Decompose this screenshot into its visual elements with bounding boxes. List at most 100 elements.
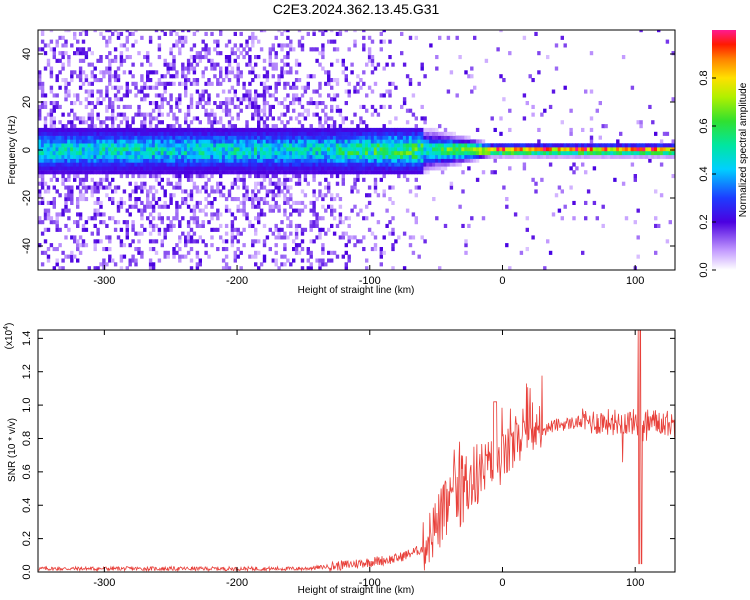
spectrogram-cell [309, 135, 313, 140]
spectrogram-cell [160, 154, 164, 159]
spectrogram-cell [230, 220, 235, 225]
spectrogram-cell [216, 93, 220, 98]
spectrogram-cell [318, 189, 322, 194]
spectrogram-cell [40, 220, 45, 225]
spectrogram-cell [306, 250, 310, 255]
spectrogram-cell [99, 131, 103, 136]
spectrogram-cell [227, 108, 232, 113]
spectrogram-cell [239, 31, 243, 36]
spectrogram-cell [306, 170, 310, 175]
spectrogram-cell [189, 193, 194, 198]
spectrogram-cell [312, 101, 316, 106]
spectrogram-cell [312, 147, 316, 152]
spectrogram-cell [169, 30, 173, 33]
spectrogram-cell [154, 239, 159, 244]
spectrogram-cell [531, 143, 535, 148]
spectrogram-cell [137, 147, 141, 152]
spectrogram-cell [265, 174, 270, 179]
spectrogram-cell [344, 127, 348, 132]
spectrogram-cell [268, 204, 272, 209]
spectrogram-cell [402, 151, 407, 156]
spectrogram-cell [283, 254, 287, 259]
spectrogram-cell [186, 154, 191, 159]
spectrogram-cell [543, 147, 547, 152]
spectrogram-cell [297, 208, 302, 213]
spectrogram-cell [181, 43, 185, 48]
spectrogram-cell [356, 124, 360, 129]
spectrogram-cell [46, 200, 51, 205]
spectrogram-cell [300, 104, 305, 109]
spectrogram-cell [163, 62, 167, 67]
spectrogram-cell [254, 135, 258, 140]
spectrogram-cell [140, 250, 144, 255]
spectrogram-cell [294, 181, 299, 186]
spectrogram-cell [64, 254, 68, 259]
spectrogram-cell [289, 151, 293, 156]
spectrogram-cell [546, 154, 550, 159]
spectrogram-cell [201, 151, 205, 156]
spectrogram-cell [391, 158, 395, 163]
spectrogram-cell [481, 139, 486, 144]
spectrogram-cell [268, 158, 272, 163]
spectrogram-cell [327, 204, 331, 209]
spectrogram-cell [315, 131, 319, 136]
spectrogram-cell [178, 143, 182, 148]
spectrogram-cell [96, 78, 100, 83]
spectrogram-cell [189, 104, 194, 109]
spectrogram-cell [105, 166, 109, 171]
spectrogram-cell [163, 97, 167, 102]
spectrogram-cell [38, 189, 42, 194]
spectrogram-cell [61, 51, 65, 56]
spectrogram-cell [58, 154, 62, 159]
spectrogram-cell [572, 154, 576, 159]
spectrogram-cell [382, 162, 386, 167]
spectrogram-cell [239, 108, 243, 113]
spectrogram-cell [531, 151, 535, 156]
spectrogram-cell [303, 127, 308, 132]
spectrogram-cell [455, 93, 459, 98]
spectrogram-cell [496, 151, 500, 156]
spectrogram-cell [671, 143, 675, 148]
spectrogram-cell [230, 181, 235, 186]
spectrogram-cell [370, 147, 375, 152]
spectrogram-cell [52, 166, 56, 171]
spectrogram-cell [584, 216, 588, 221]
spectrogram-cell [414, 151, 418, 156]
spectrogram-cell [113, 47, 118, 52]
spectrogram-cell [405, 108, 410, 113]
spectrogram-cell [248, 58, 252, 63]
spectrogram-cell [575, 147, 579, 152]
spectrogram-cell [277, 193, 281, 198]
spectrogram-cell [543, 143, 547, 148]
spectrogram-cell [300, 93, 305, 98]
spectrogram-cell [221, 108, 226, 113]
spectrogram-cell [169, 93, 173, 98]
spectrogram-cell [315, 258, 319, 263]
spectrogram-cell [78, 197, 83, 202]
spectrogram-cell [189, 101, 194, 106]
spectrogram-cell [87, 216, 91, 221]
spectrogram-cell [522, 162, 527, 167]
spectrogram-cell [125, 124, 129, 129]
spectrogram-cell [230, 166, 235, 171]
spectrogram-cell [195, 104, 200, 109]
spectrogram-cell [163, 235, 167, 240]
spectrogram-cell [189, 189, 194, 194]
spectrogram-cell [309, 223, 313, 228]
spectrogram-cell [189, 97, 194, 102]
spectrogram-cell [198, 97, 202, 102]
spectrogram-cell [280, 120, 284, 125]
spectrogram-cell [411, 112, 416, 117]
spectrogram-cell [195, 55, 200, 60]
spectrogram-cell [213, 127, 217, 132]
spectrogram-cell [254, 231, 258, 236]
spectrogram-cell [204, 81, 208, 86]
spectrogram-cell [76, 223, 80, 228]
spectrogram-cell [318, 30, 322, 33]
spectrogram-cell [93, 181, 97, 186]
spectrogram-cell [265, 170, 270, 175]
spectrogram-cell [627, 143, 632, 148]
spectrogram-cell [116, 135, 121, 140]
spectrogram-cell [294, 93, 299, 98]
spectrogram-cell [300, 143, 305, 148]
